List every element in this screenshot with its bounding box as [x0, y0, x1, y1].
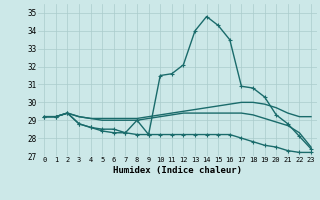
X-axis label: Humidex (Indice chaleur): Humidex (Indice chaleur): [113, 166, 242, 175]
